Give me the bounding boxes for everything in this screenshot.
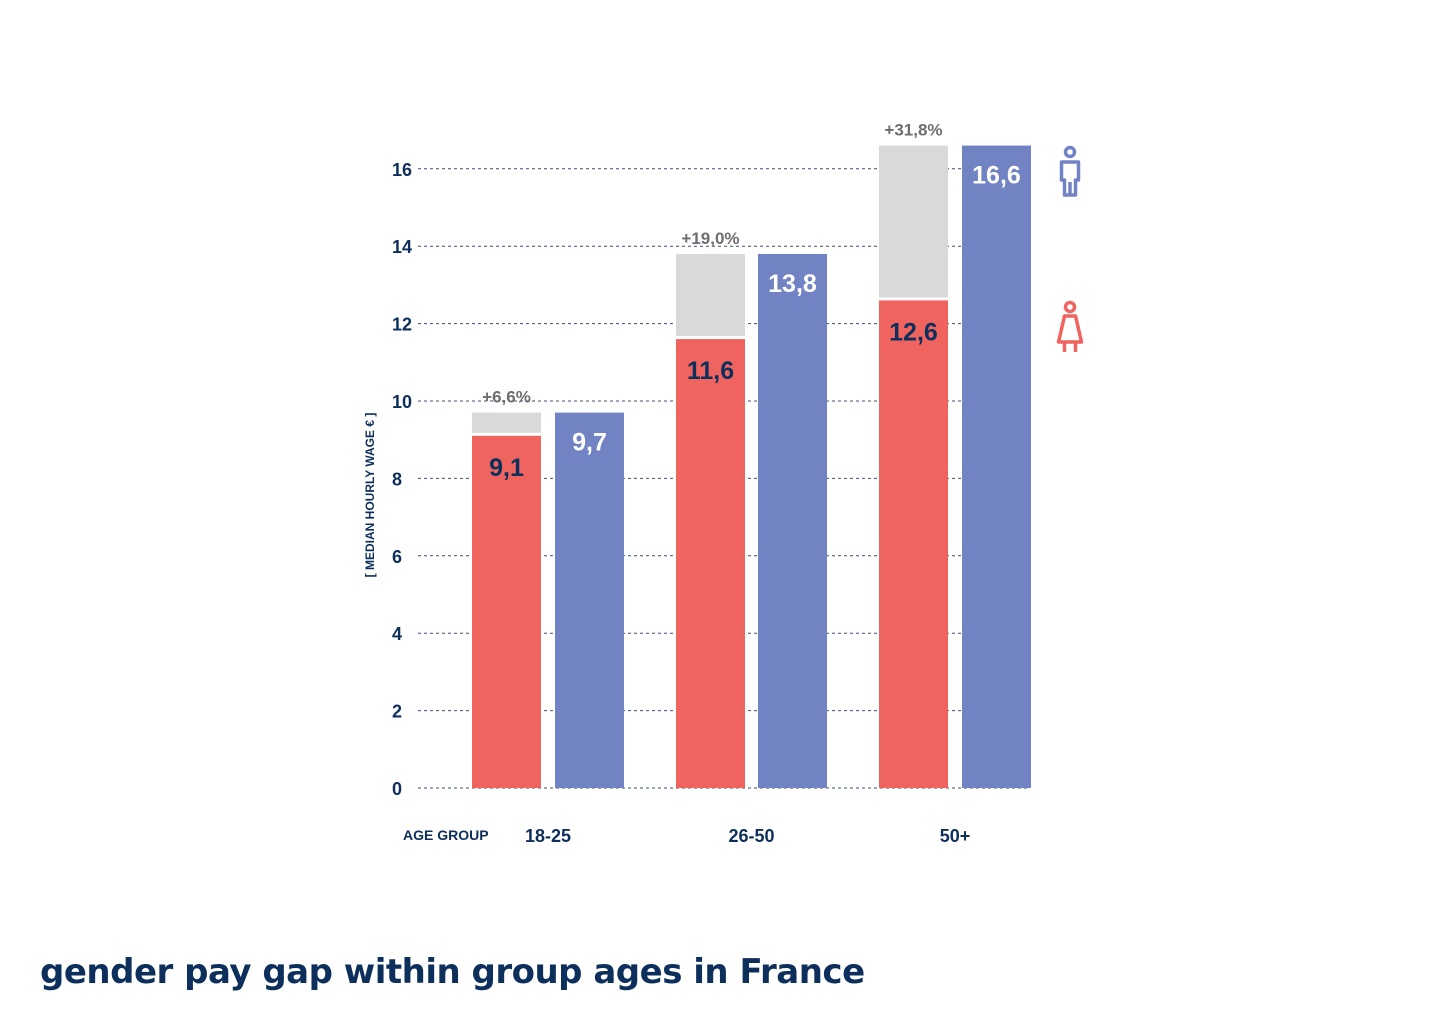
y-tick-label: 2 <box>392 702 402 722</box>
bar-men <box>758 253 827 788</box>
man-icon <box>1059 145 1081 197</box>
y-tick-label: 16 <box>392 160 412 180</box>
legend-women <box>1056 300 1084 352</box>
bar-women-value-label: 12,6 <box>889 318 938 346</box>
gap-bar <box>879 145 948 298</box>
x-axis-label: AGE GROUP <box>403 827 489 843</box>
bar-women <box>472 435 541 788</box>
bar-women-value-label: 9,1 <box>489 454 524 482</box>
y-tick-label: 14 <box>392 237 412 257</box>
y-tick-label: 6 <box>392 547 402 567</box>
y-tick-label: 4 <box>392 624 402 644</box>
chart-title: gender pay gap within group ages in Fran… <box>40 952 865 992</box>
bar-men <box>555 412 624 788</box>
bar-men-value-label: 13,8 <box>768 270 817 298</box>
legend-men <box>1059 145 1081 197</box>
bar-men-value-label: 9,7 <box>572 429 607 457</box>
gap-percent-label: +31,8% <box>884 121 942 140</box>
gap-percent-label: +19,0% <box>681 229 739 248</box>
bar-women <box>879 300 948 788</box>
bar-women <box>676 339 745 788</box>
y-tick-label: 10 <box>392 392 412 412</box>
y-axis-ticks: 0 2 4 6 8 10 12 14 16 <box>392 160 412 799</box>
x-category-label: 50+ <box>940 826 971 846</box>
y-tick-label: 0 <box>392 779 402 799</box>
woman-icon <box>1056 300 1084 352</box>
gap-percent-label: +6,6% <box>482 388 531 407</box>
x-category-label: 26-50 <box>728 826 774 846</box>
y-axis-label: [ MEDIAN HOURLY WAGE € ] <box>363 413 377 578</box>
gap-bar <box>676 253 745 337</box>
y-tick-label: 12 <box>392 315 412 335</box>
bar-men <box>962 145 1031 788</box>
bar-men-value-label: 16,6 <box>972 162 1021 190</box>
gap-bar <box>472 412 541 433</box>
x-category-label: 18-25 <box>525 826 571 846</box>
bars: 9,1 9,7 +6,6% 11,6 13,8 +19,0% 12,6 16,6 +31,8% <box>472 121 1031 788</box>
y-tick-label: 8 <box>392 469 402 489</box>
x-axis-categories: 18-25 26-50 50+ <box>525 826 970 846</box>
bar-women-value-label: 11,6 <box>687 357 734 385</box>
